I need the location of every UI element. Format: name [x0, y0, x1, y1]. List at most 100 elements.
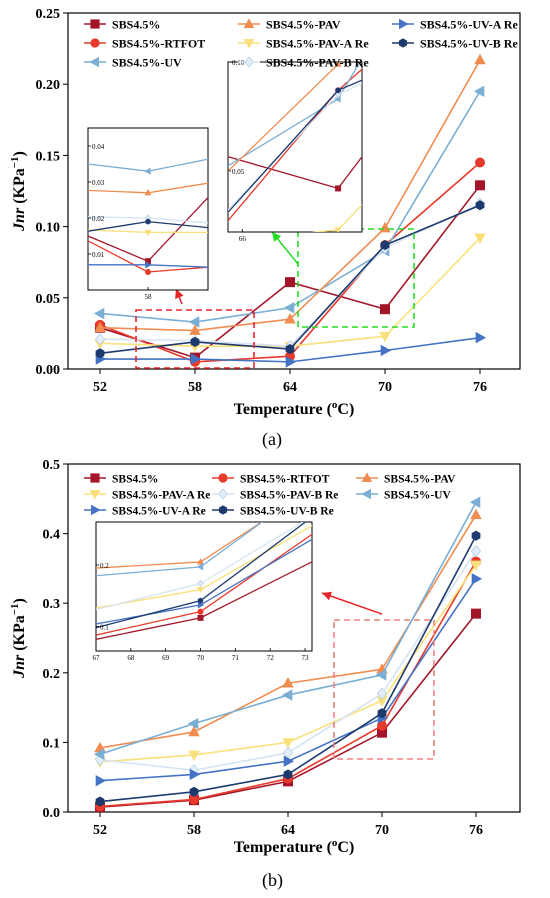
legend-label: SBS4.5%-PAV	[266, 18, 341, 32]
legend-entry: SBS4.5%-PAV-B Re	[212, 488, 338, 502]
inset-x-tick-label: 66	[239, 235, 247, 243]
series-3	[94, 53, 486, 335]
data-point	[283, 755, 295, 767]
x-tick-label: 58	[187, 823, 201, 838]
inset-x-tick-label: 68	[127, 654, 135, 662]
x-tick-label: 70	[378, 380, 392, 395]
data-point	[375, 669, 387, 681]
legend-label: SBS4.5%-UV-A Re	[112, 506, 206, 518]
inset-series-line	[96, 538, 312, 625]
legend-marker	[398, 38, 408, 48]
legend-marker	[361, 488, 371, 500]
inset-y-tick-label: 0.10	[232, 59, 245, 67]
data-point	[285, 356, 297, 368]
legend-label: SBS4.5%-UV-B Re	[240, 506, 334, 518]
inset-data-point	[144, 268, 151, 275]
inset-1: 0.05 0.10 66	[227, 59, 363, 243]
inset-plot	[96, 522, 312, 640]
inset-x-tick-label: 58	[145, 293, 153, 301]
legend-label: SBS4.5%-PAV	[384, 474, 456, 486]
inset-data-point	[144, 188, 152, 196]
legend-marker	[243, 39, 255, 49]
data-point	[474, 180, 485, 191]
inset-data-point	[335, 185, 342, 192]
inset-x-tick-label: 72	[267, 654, 275, 662]
legend-marker	[90, 19, 100, 29]
data-point	[188, 725, 200, 737]
data-point	[282, 677, 294, 688]
plot-frame	[67, 463, 521, 813]
x-tick-label: 64	[281, 823, 295, 838]
data-point	[95, 348, 105, 359]
y-tick-label: 0.25	[36, 7, 61, 22]
legend-entry: SBS4.5%-PAV-B Re	[238, 56, 369, 70]
x-tick-label: 52	[93, 380, 107, 395]
legend-marker	[218, 505, 228, 515]
legend-label: SBS4.5%	[112, 474, 158, 486]
chart-panel-a: 0.00 0.05 0.10 0.15 0.20 0.25 52 58 64 70 76 Temper…	[9, 7, 521, 418]
inset-plot	[88, 158, 208, 275]
legend-entry: SBS4.5%-PAV	[238, 18, 341, 32]
x-axis-label: Temperature (oC)	[234, 837, 355, 856]
data-point	[376, 687, 388, 700]
data-point	[187, 717, 199, 730]
data-point	[380, 344, 392, 357]
arrow-head	[175, 289, 184, 300]
inset-data-point	[144, 167, 151, 175]
legend-label: SBS4.5%-RTFOT	[112, 37, 205, 51]
legend-entry: SBS4.5%-UV-B Re	[392, 37, 518, 51]
x-tick-label: 70	[375, 823, 389, 838]
data-point	[93, 748, 105, 760]
data-point	[473, 85, 485, 98]
y-axis-label: Jnr (KPa−1)	[9, 151, 28, 232]
inset-y-tick-label: 0.02	[92, 215, 105, 223]
legend-entry: SBS4.5%-UV-A Re	[392, 18, 518, 32]
zoom-arrow	[175, 288, 184, 305]
y-tick-label: 0.5	[43, 458, 61, 473]
series-7	[95, 530, 481, 807]
inset-data-point	[145, 261, 152, 269]
legend-label: SBS4.5%-PAV-B Re	[266, 56, 369, 70]
inset-data-point	[196, 563, 204, 571]
legend-entry: SBS4.5%-RTFOT	[212, 473, 330, 486]
data-point	[380, 240, 390, 251]
legend-entry: SBS4.5%	[84, 18, 160, 32]
legend-label: SBS4.5%-UV	[384, 490, 451, 502]
y-tick-label: 0.0	[43, 806, 61, 821]
legend-entry: SBS4.5%	[84, 473, 158, 486]
legend-entry: SBS4.5%-UV-A Re	[84, 504, 206, 518]
plot-frame	[67, 12, 521, 370]
inset-data-point	[196, 586, 205, 594]
inset-series-line	[96, 522, 307, 629]
inset-data-point	[334, 62, 342, 67]
x-tick-label: 76	[469, 823, 483, 838]
legend-marker	[89, 490, 101, 500]
data-point	[379, 221, 391, 233]
inset-data-point	[197, 608, 204, 615]
legend-label: SBS4.5%-PAV-A Re	[112, 490, 210, 502]
inset-x-tick-label: 71	[232, 654, 240, 662]
legend-entry: SBS4.5%-UV-B Re	[212, 505, 334, 518]
inset-data-point	[197, 597, 204, 604]
y-tick-label: 0.1	[43, 736, 61, 751]
data-point	[474, 53, 486, 65]
data-point	[471, 530, 481, 541]
data-point	[281, 689, 293, 701]
inset-y-tick-label: 0.2	[100, 562, 109, 570]
data-point	[283, 302, 295, 314]
data-point	[284, 313, 296, 324]
legend-entry: SBS4.5%-UV	[84, 56, 182, 70]
inset-data-point	[196, 558, 205, 565]
y-tick-label: 0.05	[36, 292, 61, 307]
inset-data-point	[334, 227, 342, 232]
inset-data-point	[145, 218, 151, 225]
legend-label: SBS4.5%-UV-A Re	[420, 18, 518, 32]
legend-label: SBS4.5%-RTFOT	[240, 474, 330, 486]
y-tick-label: 0.2	[43, 667, 61, 682]
inset-data-point	[144, 229, 152, 237]
data-point	[189, 768, 201, 781]
data-point	[283, 769, 293, 780]
inset-y-tick-label: 0.05	[232, 168, 245, 176]
data-point	[471, 573, 483, 585]
